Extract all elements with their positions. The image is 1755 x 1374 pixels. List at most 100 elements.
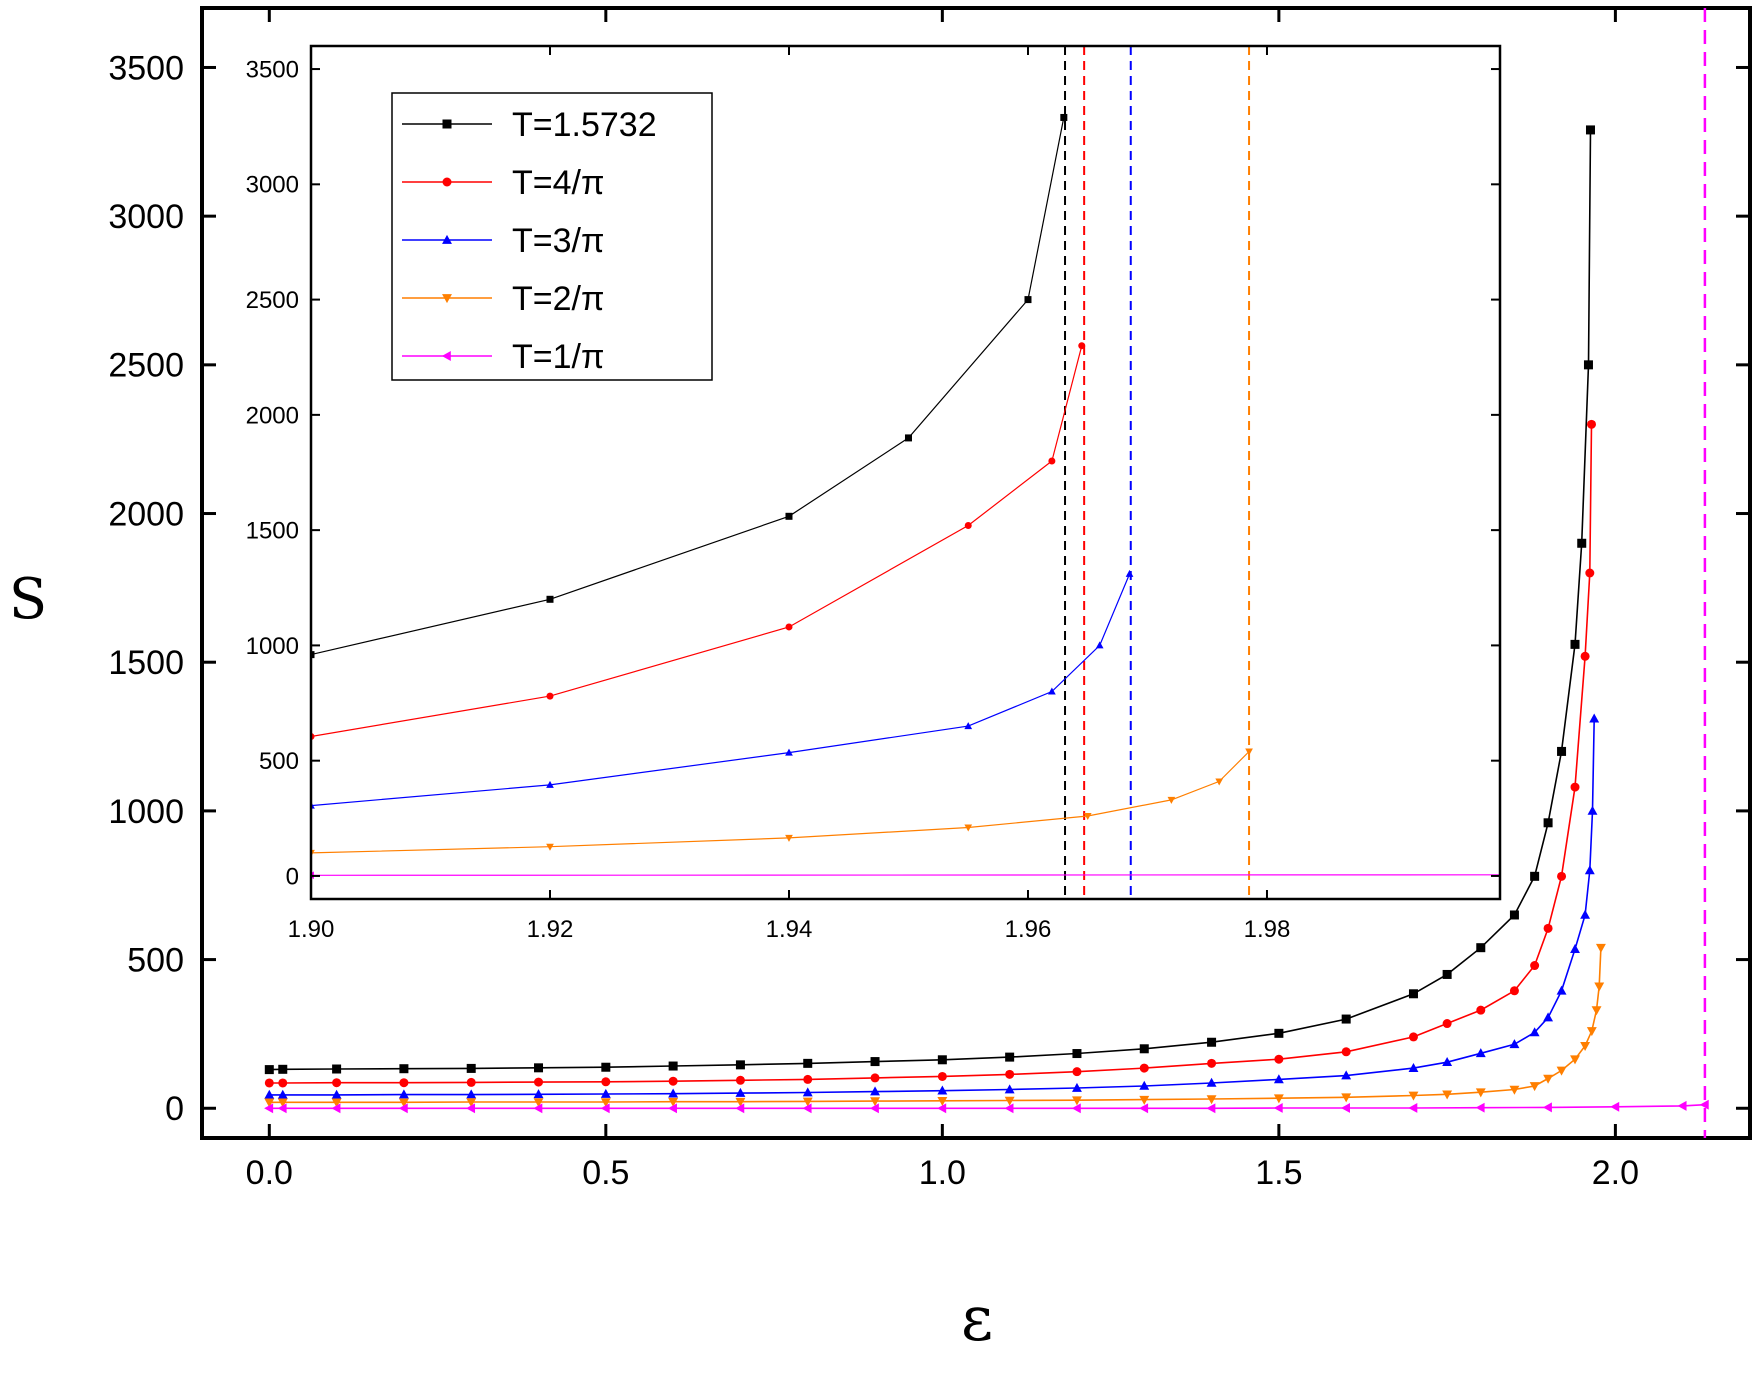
legend-box <box>391 92 713 381</box>
main-series-3-point-15 <box>1206 1095 1217 1105</box>
inset-series-2-point-4 <box>1048 687 1056 695</box>
main-series-4-point-3 <box>398 1103 408 1114</box>
main-x-tick-label-1: 0.5 <box>582 1154 629 1192</box>
main-series-0-point-27 <box>1583 360 1593 370</box>
main-series-2-point-11 <box>937 1085 948 1095</box>
main-series-2-point-27 <box>1584 865 1595 875</box>
main-series-4-point-5 <box>533 1103 543 1114</box>
main-series-1-point-8 <box>735 1075 745 1085</box>
main-series-1-point-26 <box>1580 651 1590 661</box>
y-axis-title: S <box>9 567 47 632</box>
main-series-3-point-8 <box>735 1097 746 1107</box>
main-series-4-point-11 <box>937 1103 947 1114</box>
inset-series-2-point-1 <box>546 780 554 788</box>
x-axis-title: ε <box>961 1282 993 1355</box>
main-series-1-point-28 <box>1586 419 1596 429</box>
main-series-4-point-12 <box>1004 1103 1014 1114</box>
main-series-1-point-4 <box>466 1077 476 1087</box>
main-series-1-point-3 <box>399 1078 409 1088</box>
main-series-0-point-11 <box>937 1055 947 1065</box>
legend-marker-2 <box>442 234 452 244</box>
inset-series-2-point-5 <box>1095 641 1104 649</box>
main-series-4-point-0 <box>264 1103 274 1114</box>
main-series-3-point-17 <box>1341 1093 1352 1103</box>
main-series-3-point-5 <box>533 1098 544 1108</box>
main-y-tick-label-4: 2000 <box>108 495 184 533</box>
main-series-2-point-5 <box>533 1089 544 1099</box>
main-series-3-point-25 <box>1570 1055 1580 1065</box>
main-series-1-point-7 <box>668 1076 678 1086</box>
main-series-3-point-11 <box>937 1097 948 1107</box>
main-series-3-point-24 <box>1556 1066 1567 1076</box>
main-y-ticks: 0 500 1000 1500 2000 2500 3000 3500 <box>108 49 1750 1128</box>
main-series-0-point-20 <box>1476 943 1486 953</box>
main-series-0-point-10 <box>870 1057 880 1067</box>
inset-series-1-point-3 <box>964 522 972 530</box>
inset-series-0-point-5 <box>1060 113 1068 121</box>
main-series-2-point-13 <box>1072 1082 1082 1092</box>
main-series-2-point-24 <box>1556 985 1567 995</box>
main-series-2-point-14 <box>1139 1080 1150 1090</box>
inset-series-0-point-3 <box>904 434 912 442</box>
main-series-2-point-1 <box>277 1089 288 1099</box>
inset-series-3-point-2 <box>785 834 793 842</box>
main-series-2-point-17 <box>1341 1070 1352 1080</box>
inset-series-0-point-1 <box>546 595 554 603</box>
inset-series-3-point-6 <box>1215 778 1224 786</box>
main-series-2-point-9 <box>802 1087 813 1097</box>
main-series-0-point-0 <box>264 1065 274 1075</box>
main-series-2-point-25 <box>1570 943 1580 953</box>
inset-series-2-point-2 <box>785 748 793 756</box>
main-series-4-point-23 <box>1699 1099 1709 1110</box>
main-series-1-point-23 <box>1543 923 1553 933</box>
main-series-3-point-28 <box>1591 1006 1602 1016</box>
main-y-tick-label-0: 0 <box>165 1090 184 1128</box>
main-series-2-point-10 <box>870 1086 880 1096</box>
main-series-0-point-28 <box>1585 125 1595 135</box>
main-series-4-point-9 <box>802 1103 812 1114</box>
main-series-0-point-7 <box>668 1061 678 1071</box>
legend-label-3: T=2/π <box>512 280 604 318</box>
main-series-4-point-2 <box>331 1103 341 1114</box>
main-series-3-point-4 <box>466 1098 477 1108</box>
main-y-tick-label-2: 1000 <box>108 793 184 831</box>
inset-y-tick-label-5: 2500 <box>246 287 299 314</box>
main-series-1-point-13 <box>1072 1067 1082 1077</box>
main-y-tick-label-1: 500 <box>127 941 184 979</box>
main-series-0-point-23 <box>1543 818 1553 828</box>
main-series-4-point-1 <box>277 1103 287 1114</box>
main-series-2-point-29 <box>1589 713 1600 723</box>
main-series-0-point-17 <box>1341 1014 1351 1024</box>
main-x-tick-label-4: 2.0 <box>1592 1154 1639 1192</box>
main-series-3-point-26 <box>1580 1041 1591 1051</box>
main-series-3-point-10 <box>870 1097 880 1107</box>
main-y-tick-label-3: 1500 <box>108 644 184 682</box>
legend-label-4: T=1/π <box>512 338 604 376</box>
inset-y-ticks: 0 500 1000 1500 2000 2500 3000 3500 <box>246 56 1500 890</box>
inset-series-3-point-3 <box>964 824 973 832</box>
main-series-1-point-21 <box>1509 986 1519 996</box>
main-series-3-point-30 <box>1595 943 1606 953</box>
main-series-1-point-20 <box>1476 1005 1486 1015</box>
main-series-3-point-1 <box>277 1098 288 1108</box>
inset-x-tick-label-2: 1.94 <box>766 916 813 943</box>
main-series-3-point-7 <box>668 1097 679 1107</box>
inset-y-tick-label-4: 2000 <box>246 402 299 429</box>
inset-y-tick-label-2: 1000 <box>246 633 299 660</box>
main-series-1-point-6 <box>601 1077 611 1087</box>
main-series-0-point-3 <box>399 1064 409 1074</box>
main-series-4-point-17 <box>1340 1103 1350 1113</box>
main-series-2-point-18 <box>1408 1062 1419 1072</box>
legend-marker-0 <box>442 119 452 129</box>
main-series-3-point-20 <box>1475 1088 1486 1098</box>
inset-vertical-lines <box>1064 46 1251 899</box>
main-x-tick-label-0: 0.0 <box>246 1154 293 1192</box>
inset-series-2-point-6 <box>1125 569 1134 577</box>
inset-series-line-0 <box>311 117 1065 656</box>
inset-series-1-point-5 <box>1078 342 1086 350</box>
main-series-2-point-26 <box>1580 909 1591 919</box>
main-series-2-point-8 <box>735 1087 746 1097</box>
main-series-1-point-14 <box>1139 1063 1149 1073</box>
inset-series-1-point-2 <box>785 623 793 631</box>
inset-y-tick-label-6: 3000 <box>246 172 299 199</box>
